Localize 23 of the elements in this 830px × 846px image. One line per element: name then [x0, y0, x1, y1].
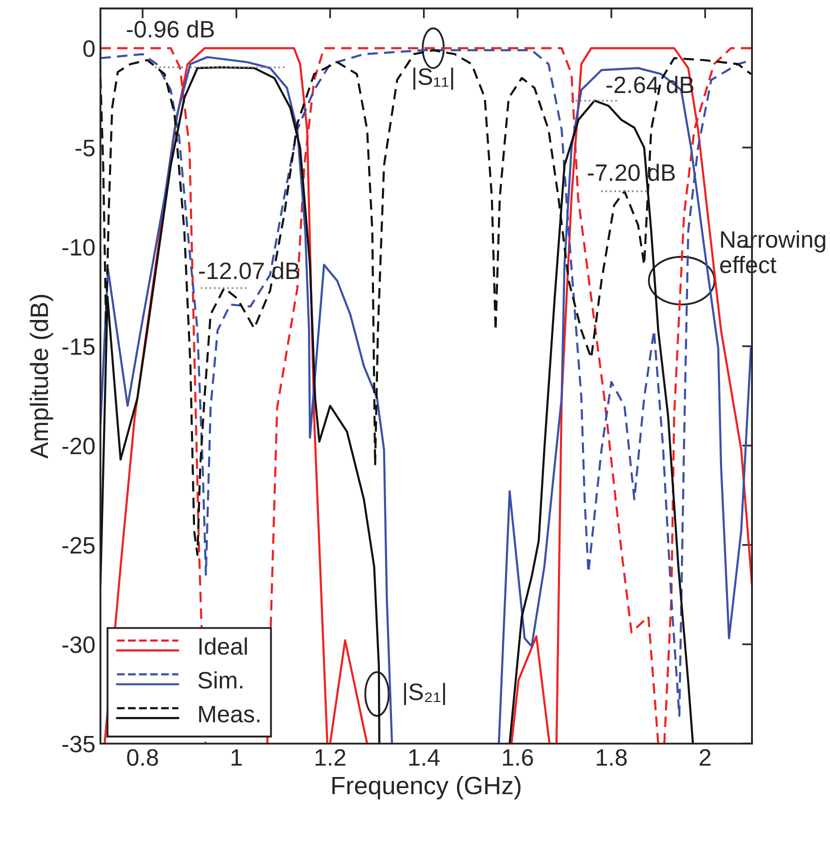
- x-tick-label: 0.8: [127, 749, 158, 766]
- legend-label: Sim.: [198, 671, 242, 689]
- x-tick-label: 2: [700, 749, 710, 766]
- x-tick-label: 1.4: [409, 749, 440, 766]
- y-tick-label: -10: [62, 238, 95, 256]
- y-tick-label: -15: [62, 338, 95, 356]
- y-tick-label: 0: [83, 40, 95, 57]
- y-tick-label: -5: [76, 140, 95, 156]
- legend-label: Ideal: [199, 637, 247, 655]
- annotation: |S₁₁|: [413, 68, 454, 90]
- x-tick-label: 1.8: [596, 749, 627, 766]
- x-tick-label: 1.6: [503, 749, 533, 766]
- x-tick-label: 1: [232, 749, 242, 766]
- y-tick-label: -20: [62, 438, 95, 454]
- annotation: |S₂₁|: [404, 682, 446, 706]
- y-tick-label: -30: [62, 636, 95, 654]
- y-tick-label: -25: [62, 537, 95, 554]
- y-tick-label: -35: [62, 736, 95, 752]
- x-axis-title: Frequency (GHz): [332, 776, 521, 800]
- annotation: -0.96 dB: [126, 20, 214, 38]
- legend-label: Meas.: [199, 706, 260, 722]
- y-axis-title: Amplitude (dB): [30, 294, 54, 459]
- x-tick-label: 1.2: [316, 749, 346, 766]
